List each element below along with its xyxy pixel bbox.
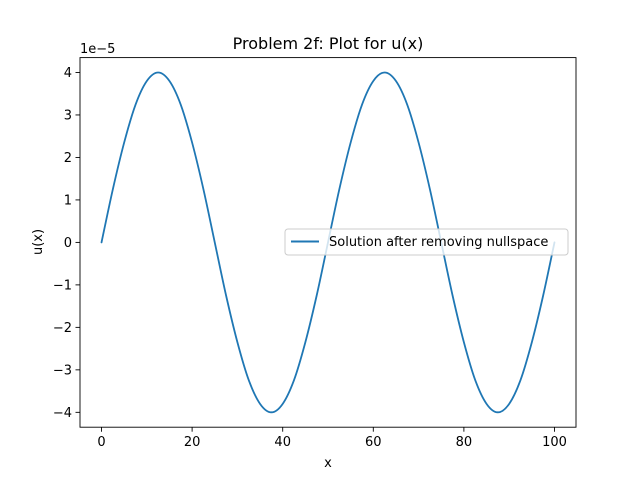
y-tick-label: 4 [64,66,72,81]
y-tick-label: 3 [64,108,72,123]
y-offset-label: 1e−5 [80,42,115,57]
x-tick-label: 40 [274,435,291,450]
legend: Solution after removing nullspace [284,228,569,256]
y-axis-label: u(x) [31,229,46,255]
x-tick-label: 100 [542,435,567,450]
y-tick-label: 2 [64,151,72,166]
x-tick-label: 20 [184,435,201,450]
x-axis-label: x [324,456,332,471]
x-tick-label: 0 [97,435,105,450]
x-tick-label: 60 [365,435,382,450]
y-tick-label: 0 [64,236,72,251]
y-tick-label: 1 [64,193,72,208]
y-axis-ticks: −4 −3 −2 −1 0 1 2 3 4 [53,66,80,421]
y-tick-label: −3 [53,363,72,378]
y-tick-label: −1 [53,278,72,293]
chart-title: Problem 2f: Plot for u(x) [233,34,424,53]
x-tick-label: 80 [456,435,473,450]
legend-label: Solution after removing nullspace [329,235,548,250]
x-axis-ticks: 0 20 40 60 80 100 [97,427,567,450]
y-tick-label: −4 [53,406,72,421]
y-tick-label: −2 [53,321,72,336]
legend-box [284,228,569,256]
